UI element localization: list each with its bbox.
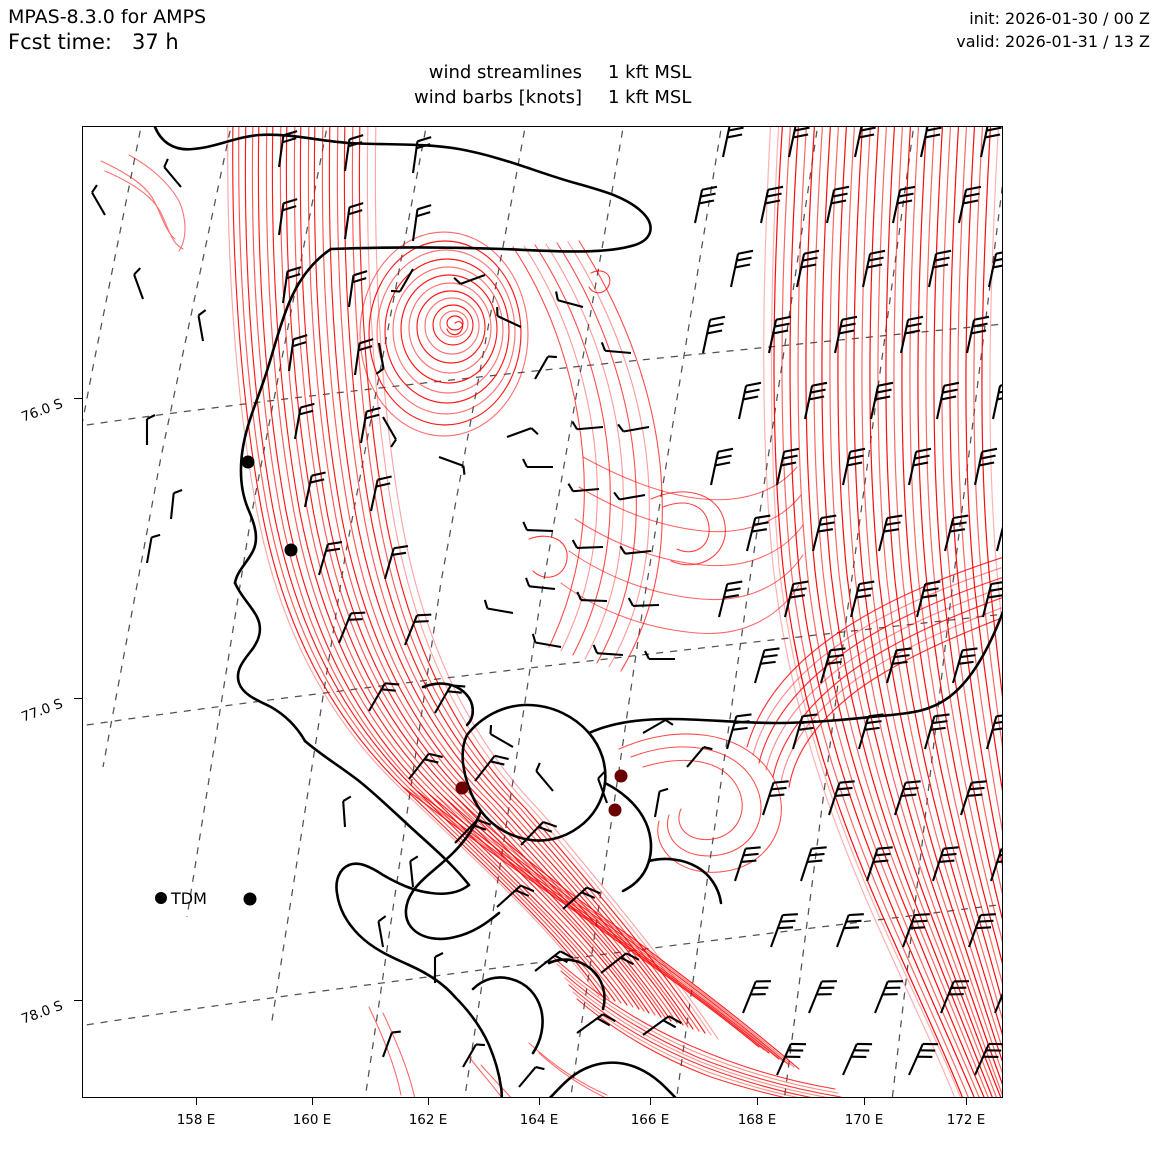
x-axis-label: 164 E [519,1112,559,1128]
x-axis-label: 162 E [408,1112,448,1128]
x-tick [864,1098,866,1105]
x-tick [312,1098,314,1105]
x-axis-label: 168 E [737,1112,777,1128]
model-title: MPAS-8.3.0 for AMPS [8,6,207,28]
station-label-tdm: TDM [171,889,207,908]
x-axis-label: 172 E [946,1112,986,1128]
init-time: init: 2026-01-30 / 00 Z [969,9,1150,28]
x-tick [196,1098,198,1105]
y-tick [74,1000,82,1002]
wind-barbs [91,127,1002,1088]
valid-time: valid: 2026-01-31 / 13 Z [956,32,1150,51]
y-axis-label: 78.0 S [19,997,66,1028]
y-axis-label: 76.0 S [19,395,66,426]
y-tick [74,398,82,400]
wind-streamlines [100,127,1002,1097]
y-tick [74,698,82,700]
map-plot-area[interactable] [82,126,1003,1098]
subtitle-level-streamlines: 1 kft MSL [608,62,692,83]
x-tick [650,1098,652,1105]
x-tick [428,1098,430,1105]
x-axis-label: 170 E [844,1112,884,1128]
x-axis-label: 160 E [292,1112,332,1128]
coastline [153,127,1002,1097]
station-marker-tdm[interactable] [155,892,167,904]
subtitle-field-streamlines: wind streamlines [428,62,582,83]
x-axis-label: 166 E [630,1112,670,1128]
subtitle-field-barbs: wind barbs [knots] [414,87,582,108]
forecast-time: Fcst time: 37 h [8,30,179,54]
x-tick [966,1098,968,1105]
x-tick [539,1098,541,1105]
subtitle-level-barbs: 1 kft MSL [608,87,692,108]
x-tick [757,1098,759,1105]
plot-subtitle: wind streamlines 1 kft MSL wind barbs [kn… [0,60,1160,110]
y-axis-label: 77.0 S [19,695,66,726]
x-axis-label: 158 E [176,1112,216,1128]
station-markers [241,455,628,906]
